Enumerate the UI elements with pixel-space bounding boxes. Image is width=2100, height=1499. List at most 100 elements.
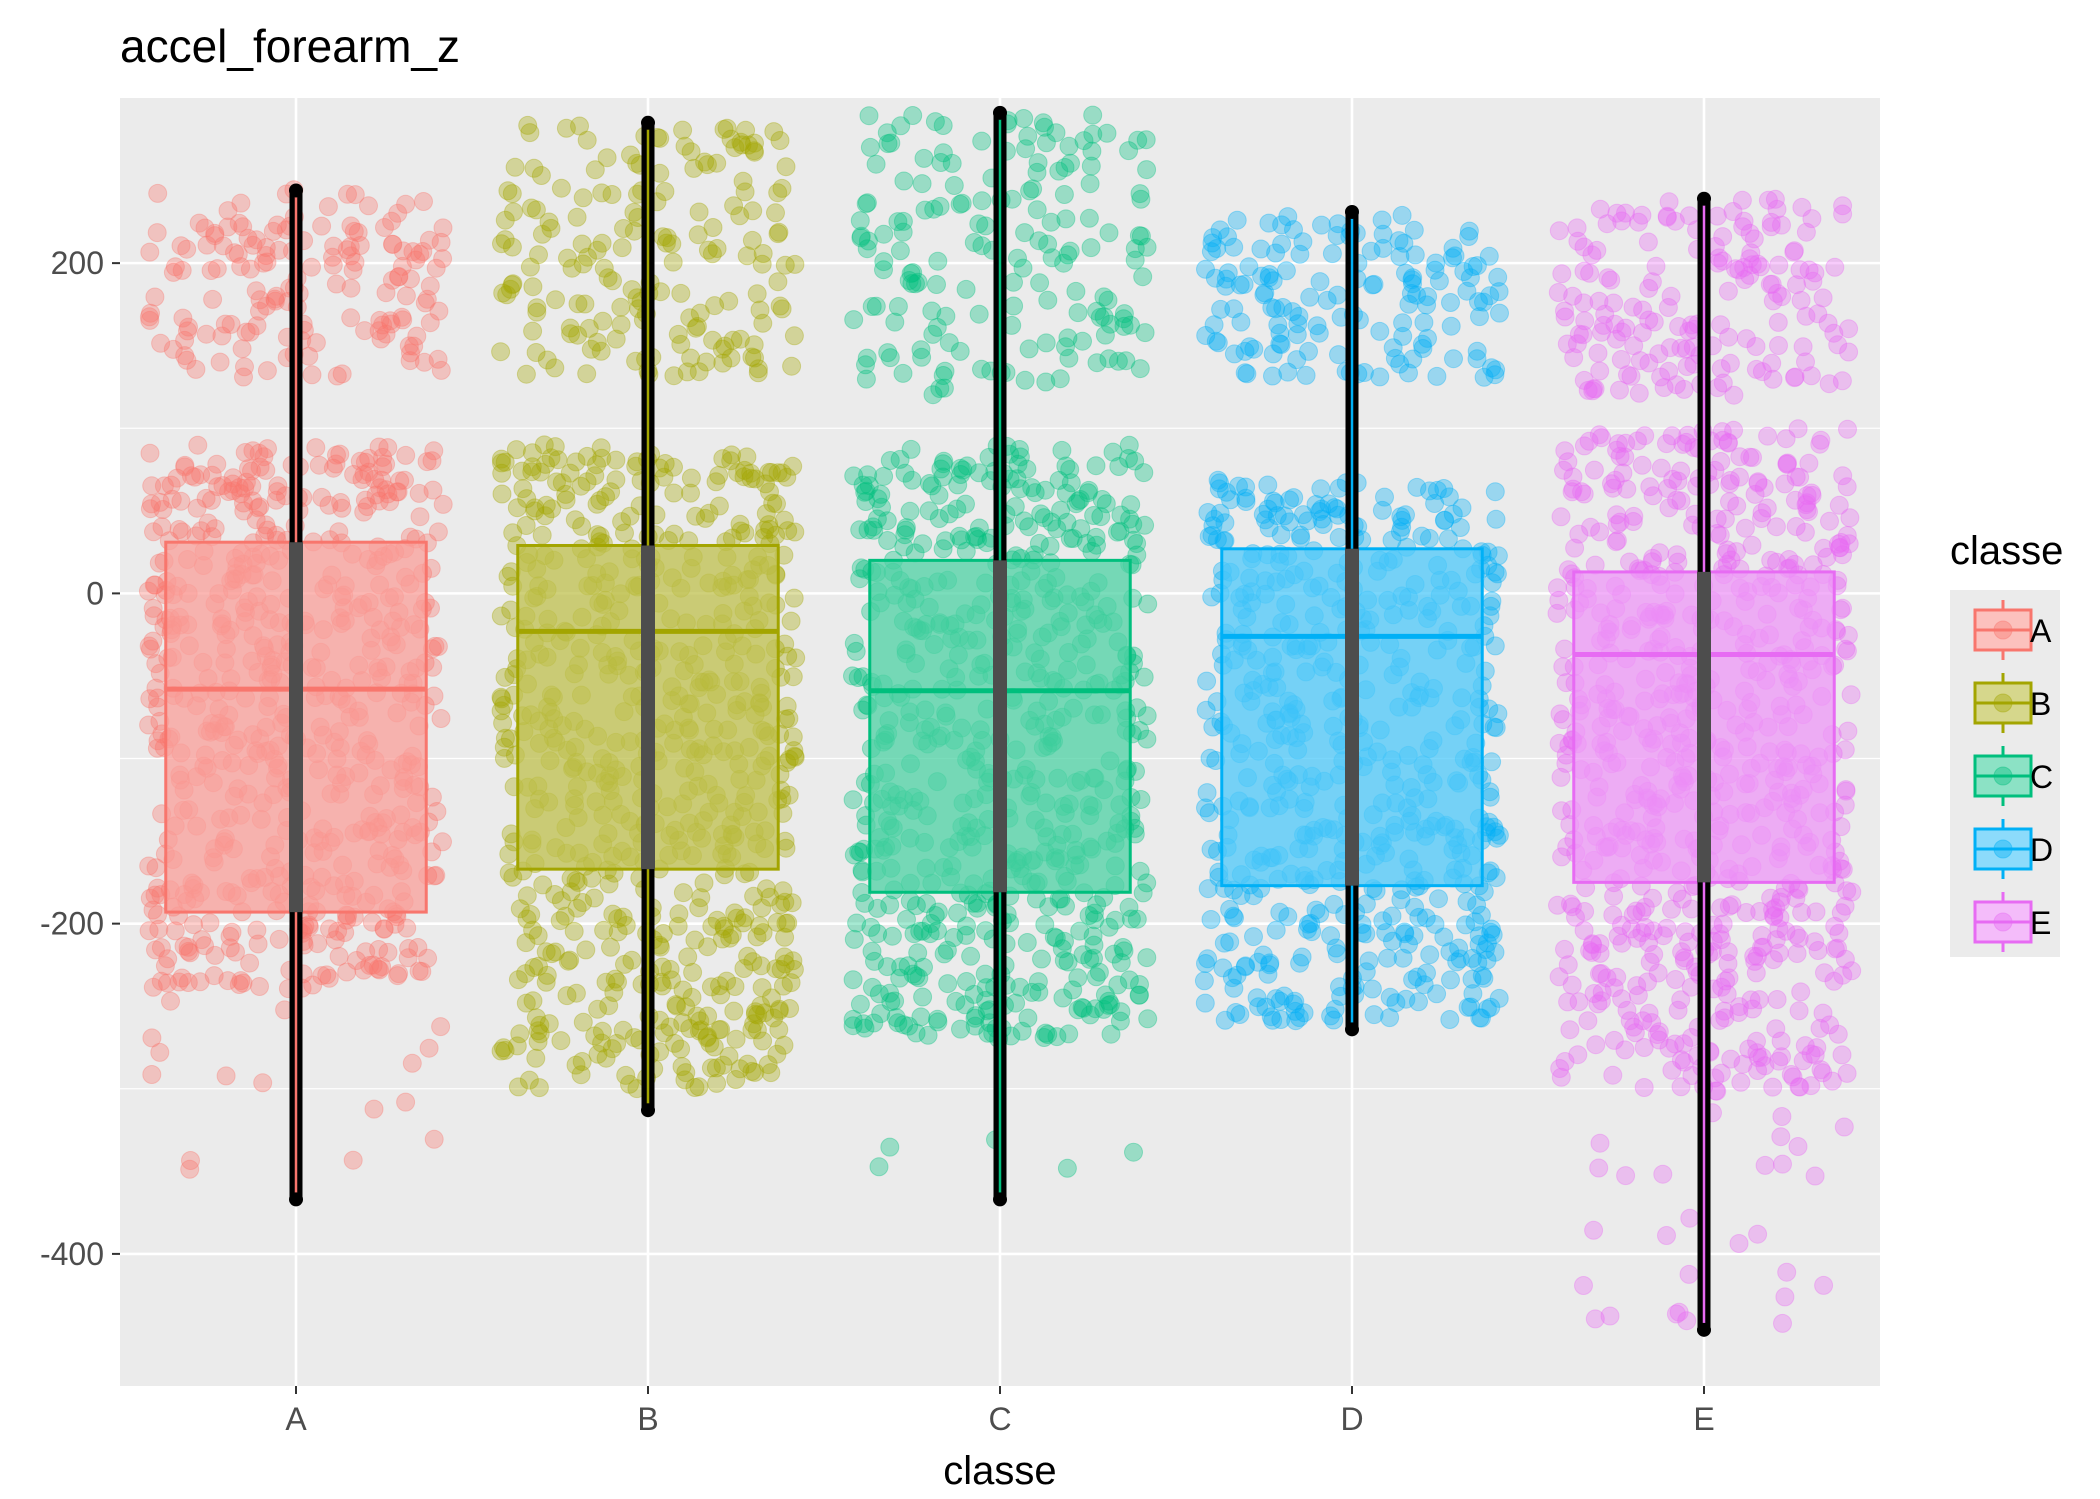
data-point: [762, 988, 781, 1008]
data-point: [1270, 334, 1290, 354]
data-point: [928, 1012, 948, 1032]
data-point: [536, 942, 556, 962]
data-point: [365, 469, 385, 489]
data-point: [922, 476, 942, 496]
data-point: [944, 176, 964, 195]
data-point: [344, 465, 364, 484]
data-point: [1058, 245, 1078, 265]
data-point: [1833, 466, 1853, 486]
data-point: [1769, 919, 1789, 939]
data-point: [1079, 208, 1099, 228]
data-point: [782, 356, 802, 376]
data-point: [760, 519, 780, 539]
data-point: [730, 329, 750, 349]
data-point: [1711, 359, 1731, 379]
data-point: [499, 844, 519, 864]
data-point: [1485, 942, 1505, 962]
data-point: [378, 484, 398, 504]
data-point: [338, 184, 357, 204]
data-point: [327, 366, 347, 386]
data-point: [1548, 283, 1568, 302]
data-point: [1127, 909, 1147, 929]
data-point: [571, 476, 591, 496]
data-point: [419, 1038, 439, 1058]
data-point: [948, 903, 967, 923]
data-point: [607, 1034, 627, 1053]
data-point: [236, 322, 256, 342]
data-point: [153, 500, 173, 519]
data-point: [957, 456, 977, 476]
data-point: [312, 966, 332, 986]
data-point: [738, 946, 758, 966]
legend-label: D: [2030, 832, 2053, 868]
data-point: [138, 581, 158, 601]
data-point: [1574, 1276, 1593, 1295]
data-point: [855, 1018, 875, 1038]
data-point: [972, 359, 991, 379]
data-point: [850, 569, 870, 589]
y-tick-label: -400: [40, 1236, 104, 1272]
data-point: [653, 924, 673, 943]
data-point: [1116, 351, 1136, 371]
data-point: [878, 343, 898, 363]
data-point: [902, 274, 922, 293]
data-point: [850, 211, 870, 231]
data-point: [1013, 258, 1033, 278]
data-point: [396, 286, 416, 306]
data-point: [414, 352, 434, 372]
data-point: [721, 451, 741, 471]
data-point: [521, 198, 541, 218]
data-point: [735, 523, 755, 543]
data-point: [1668, 552, 1688, 572]
data-point: [566, 1055, 586, 1075]
data-point: [592, 1033, 612, 1053]
data-point: [1642, 552, 1662, 572]
data-point: [341, 216, 361, 236]
data-point: [1231, 886, 1251, 905]
y-tick-label: -200: [40, 906, 104, 942]
data-point: [946, 991, 966, 1011]
data-point: [707, 910, 727, 930]
data-point: [1004, 296, 1024, 316]
data-point: [250, 290, 270, 310]
data-point: [536, 972, 556, 992]
data-point: [741, 463, 761, 483]
data-point: [523, 991, 543, 1011]
data-point: [1629, 383, 1649, 403]
data-point: [768, 183, 788, 203]
data-point: [1557, 334, 1577, 354]
data-point: [401, 343, 420, 363]
data-point: [201, 261, 221, 280]
data-point: [1585, 1309, 1605, 1329]
data-point: [1791, 290, 1811, 310]
data-point: [664, 483, 684, 503]
data-point: [929, 509, 949, 528]
data-point: [181, 466, 201, 486]
data-point: [1370, 321, 1390, 341]
data-point: [246, 510, 266, 530]
data-point: [1017, 933, 1037, 952]
data-point: [150, 1042, 170, 1062]
data-point: [494, 737, 514, 757]
data-point: [517, 489, 537, 509]
data-point: [1735, 518, 1755, 538]
data-point: [165, 257, 185, 277]
data-point: [601, 482, 621, 502]
data-point: [1771, 1127, 1791, 1147]
data-point: [925, 112, 945, 132]
data-point: [331, 493, 351, 512]
data-point: [380, 492, 400, 512]
data-point: [541, 448, 561, 468]
data-point: [428, 637, 448, 656]
data-point: [528, 1021, 548, 1041]
data-point: [620, 506, 640, 526]
data-point: [888, 297, 908, 316]
data-point: [588, 1044, 608, 1064]
data-point: [516, 933, 536, 953]
data-point: [706, 1058, 726, 1078]
data-point: [587, 494, 607, 514]
data-point: [1027, 200, 1047, 220]
data-point: [504, 202, 523, 222]
data-point: [1359, 951, 1379, 971]
data-point: [359, 448, 379, 468]
